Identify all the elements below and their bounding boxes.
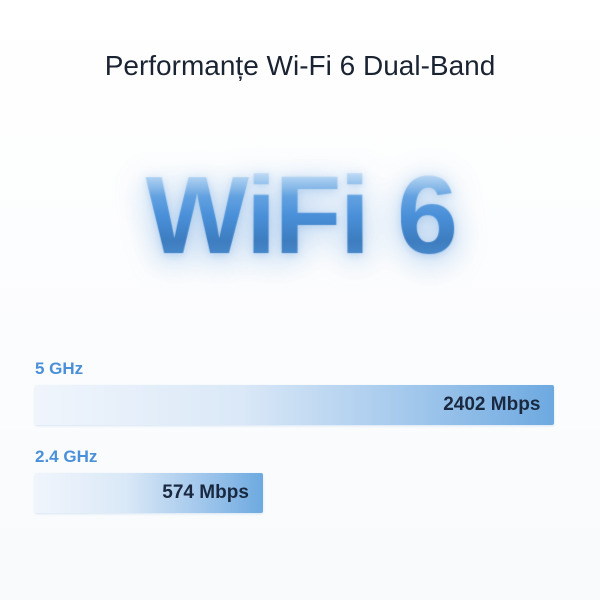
bar-wrapper: 2402 Mbps [35,385,565,425]
bar-wrapper: 574 Mbps [35,473,565,513]
bar-24ghz: 574 Mbps [35,473,263,513]
bar-value: 574 Mbps [162,482,249,504]
bar-group-24ghz: 2.4 GHz 574 Mbps [35,447,565,513]
page-title: Performanțe Wi-Fi 6 Dual-Band [30,50,570,82]
bandwidth-chart: 5 GHz 2402 Mbps 2.4 GHz 574 Mbps [30,359,570,513]
bar-group-5ghz: 5 GHz 2402 Mbps [35,359,565,425]
bar-5ghz: 2402 Mbps [35,385,554,425]
hero-logo-container: WiFi 6 [30,152,570,279]
bar-label: 5 GHz [35,359,565,379]
bar-value: 2402 Mbps [443,394,540,416]
bar-label: 2.4 GHz [35,447,565,467]
wifi6-hero-text: WiFi 6 [144,152,457,279]
